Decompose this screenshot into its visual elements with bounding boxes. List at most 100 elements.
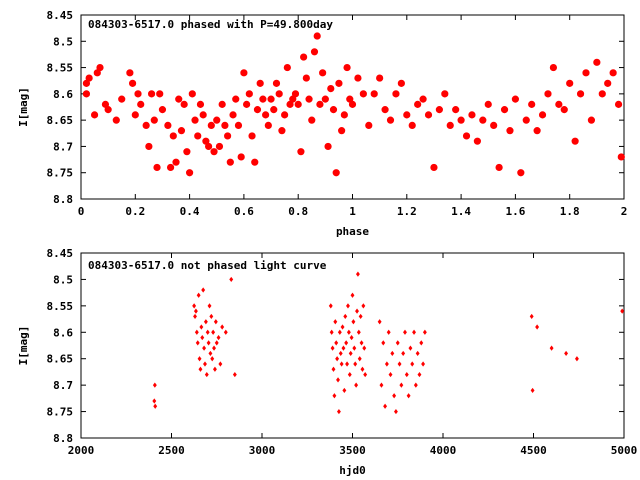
data-point: [229, 111, 237, 119]
data-point: [237, 153, 245, 161]
x-tick-label: 2000: [68, 444, 95, 457]
y-tick-label: 8.45: [47, 247, 74, 260]
data-point: [353, 361, 358, 367]
data-point: [329, 329, 334, 335]
data-point: [399, 382, 404, 388]
data-point: [530, 387, 535, 394]
data-point: [259, 95, 267, 103]
data-point: [609, 69, 617, 77]
data-point: [343, 313, 348, 320]
data-point: [351, 319, 356, 325]
data-point: [349, 334, 354, 341]
data-point: [126, 69, 134, 77]
data-points: [152, 271, 625, 415]
data-point: [462, 132, 471, 140]
data-point: [361, 303, 366, 309]
data-point: [205, 329, 210, 335]
data-point: [206, 340, 211, 346]
y-tick-label: 8.55: [47, 62, 74, 75]
data-point: [354, 74, 362, 82]
data-point: [200, 334, 205, 341]
x-tick-label: 2500: [158, 444, 185, 457]
data-point: [392, 393, 397, 399]
data-point: [192, 303, 197, 309]
data-point: [302, 74, 310, 82]
data-point: [218, 361, 223, 367]
data-point: [104, 106, 112, 114]
data-point: [208, 350, 213, 357]
data-point: [376, 74, 384, 82]
data-point: [131, 111, 139, 119]
data-point: [204, 371, 209, 378]
data-point: [342, 387, 347, 394]
data-point: [348, 100, 357, 108]
data-point: [203, 361, 207, 367]
data-point: [319, 69, 327, 77]
data-point: [379, 382, 384, 388]
data-point: [412, 329, 416, 335]
data-point: [112, 116, 120, 124]
data-point: [362, 345, 367, 351]
data-point: [446, 121, 454, 130]
data-point: [283, 63, 291, 72]
data-point: [363, 371, 368, 378]
data-point: [338, 350, 343, 357]
data-point: [468, 111, 476, 119]
data-point: [253, 106, 262, 114]
data-point: [234, 121, 243, 130]
data-point: [397, 79, 405, 87]
data-point: [390, 350, 395, 357]
data-point: [408, 121, 416, 130]
data-point: [574, 356, 579, 362]
data-point: [338, 127, 346, 135]
data-point: [305, 95, 313, 103]
data-point: [177, 127, 186, 135]
data-point: [479, 116, 487, 124]
data-point: [166, 163, 175, 172]
data-point: [137, 100, 145, 108]
y-tick-label: 8.6: [53, 326, 73, 339]
data-point: [421, 361, 426, 367]
y-axis-label: I[mag]: [17, 87, 30, 127]
data-point: [522, 116, 530, 124]
data-point: [535, 324, 540, 330]
data-point: [251, 158, 259, 166]
data-point: [275, 90, 283, 98]
data-point: [528, 100, 536, 108]
data-point: [334, 340, 339, 346]
data-point: [199, 111, 207, 119]
data-point: [352, 345, 357, 351]
data-point: [490, 121, 498, 130]
data-point: [175, 95, 183, 103]
y-tick-label: 8.8: [53, 432, 73, 445]
data-points: [82, 32, 625, 177]
chart-title: 084303-6517.0 not phased light curve: [88, 259, 327, 272]
y-tick-label: 8.6: [53, 88, 73, 101]
data-point: [457, 116, 465, 124]
data-point: [332, 393, 337, 399]
data-point: [195, 340, 200, 346]
data-point: [359, 340, 364, 346]
x-tick-label: 0.4: [180, 205, 200, 218]
data-point: [392, 90, 400, 98]
data-point: [408, 345, 413, 351]
x-tick-label: 0.8: [288, 205, 308, 218]
data-point: [604, 79, 612, 87]
data-point: [346, 329, 351, 335]
data-point: [544, 90, 552, 98]
y-tick-label: 8.75: [47, 406, 74, 419]
x-tick-label: 1.6: [505, 205, 525, 218]
data-point: [329, 106, 338, 114]
x-tick-label: 0.2: [125, 205, 145, 218]
data-point: [267, 95, 275, 103]
data-point: [332, 169, 340, 177]
data-point: [256, 79, 264, 87]
data-point: [169, 132, 177, 140]
data-point: [229, 276, 234, 283]
data-point: [248, 132, 256, 140]
data-point: [96, 63, 104, 72]
data-point: [211, 329, 216, 335]
x-tick-label: 4500: [520, 444, 547, 457]
data-point: [356, 329, 361, 335]
